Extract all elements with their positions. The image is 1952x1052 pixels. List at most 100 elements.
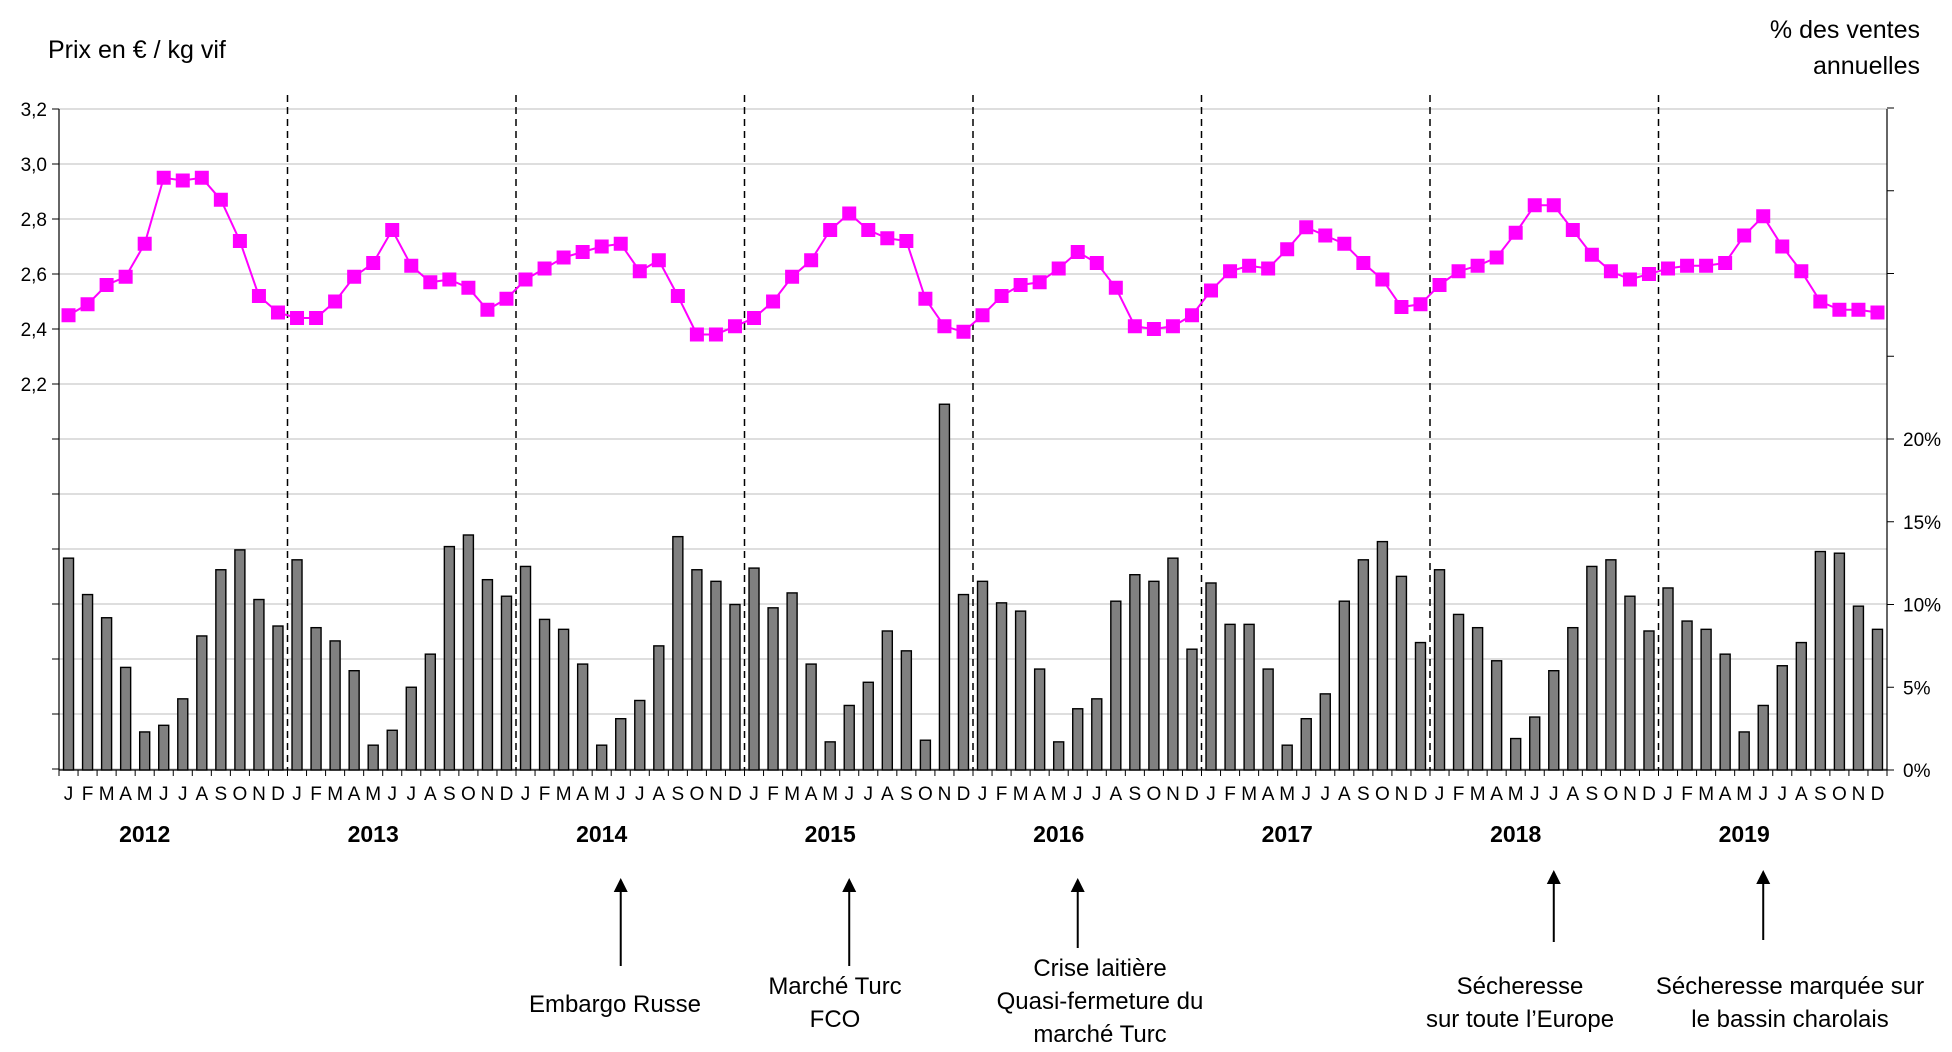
price-marker — [518, 272, 533, 287]
month-label: O — [1375, 784, 1390, 805]
annotation-secheresse-charolais: Sécheresse marquée sur le bassin charola… — [1655, 973, 1925, 1033]
bar — [595, 744, 608, 771]
bar — [1262, 668, 1274, 771]
bar — [634, 699, 646, 771]
month-label: O — [1832, 784, 1847, 805]
price-marker — [1127, 319, 1142, 334]
month-label: S — [1586, 784, 1599, 805]
price-marker — [1699, 258, 1714, 273]
bar — [119, 666, 132, 771]
bar — [881, 630, 894, 771]
month-label: J — [749, 784, 759, 805]
price-marker — [899, 234, 914, 248]
bar — [1205, 582, 1217, 771]
bar — [405, 686, 417, 771]
year-label: 2015 — [805, 821, 856, 847]
bar — [386, 729, 398, 771]
month-label: M — [99, 784, 115, 805]
price-marker — [1051, 261, 1066, 276]
price-marker — [1184, 308, 1199, 323]
right-tick-label: 5% — [1903, 678, 1931, 699]
price-marker — [1680, 258, 1695, 273]
axes — [52, 95, 1894, 776]
price-marker — [480, 302, 495, 317]
month-label: A — [805, 784, 818, 805]
price-marker — [1851, 302, 1866, 317]
month-label: M — [1698, 784, 1714, 805]
price-marker — [594, 239, 609, 254]
month-label: J — [1435, 784, 1445, 805]
price-marker — [1813, 294, 1828, 309]
price-marker — [270, 305, 285, 320]
month-label: M — [556, 784, 572, 805]
month-label: S — [1814, 784, 1827, 805]
bar — [1395, 575, 1408, 771]
month-label: M — [1508, 784, 1524, 805]
price-marker — [708, 327, 723, 342]
annotation-embargo: Embargo Russe — [528, 991, 702, 1018]
bar — [900, 650, 913, 771]
month-label: M — [1736, 784, 1752, 805]
bar — [824, 741, 836, 771]
bar — [1490, 660, 1503, 771]
price-marker — [1718, 256, 1733, 270]
tick-labels: 3,23,02,82,62,42,220%15%10%5%0%J F M A M J J A S… — [21, 100, 1942, 847]
price-marker — [213, 192, 228, 207]
bar — [1852, 605, 1865, 771]
month-label: A — [881, 784, 894, 805]
bar — [862, 681, 874, 771]
bar — [538, 618, 551, 771]
price-marker — [1394, 300, 1409, 314]
bar — [1681, 620, 1693, 771]
month-label: J — [159, 784, 169, 805]
month-label: A — [119, 784, 132, 805]
price-marker — [1603, 264, 1618, 279]
right-tick-label: 15% — [1903, 513, 1941, 534]
year-label: 2016 — [1033, 821, 1084, 847]
month-label: J — [978, 784, 988, 805]
price-marker — [1146, 322, 1161, 336]
month-label: N — [1852, 784, 1866, 805]
month-label: J — [616, 784, 626, 805]
price-marker — [461, 280, 476, 295]
bar — [1643, 630, 1655, 771]
annotation-secheresse-europe: Sécheresse sur toute l’Europe — [1425, 973, 1615, 1033]
month-label: F — [996, 784, 1008, 805]
month-label: S — [1129, 784, 1142, 805]
price-marker — [747, 311, 762, 325]
bar — [1014, 610, 1027, 771]
price-marker — [1870, 305, 1885, 320]
price-marker — [442, 272, 457, 287]
bar — [196, 635, 208, 771]
right-tick-label: 20% — [1903, 430, 1941, 451]
bar — [462, 534, 475, 771]
bar — [443, 545, 456, 771]
price-marker — [1070, 245, 1085, 259]
bar — [348, 670, 360, 771]
price-marker — [99, 278, 114, 292]
price-marker — [499, 291, 514, 306]
price-marker — [1661, 261, 1676, 276]
price-marker — [423, 275, 438, 290]
annotation-crise-laitiere: Crise laitière Quasi-fermeture du marché… — [996, 955, 1204, 1048]
bar — [1338, 600, 1351, 771]
price-marker — [1204, 283, 1219, 298]
price-marker — [956, 324, 971, 339]
price-marker — [1451, 264, 1466, 279]
price-marker — [1318, 228, 1333, 243]
bar — [1033, 668, 1046, 771]
bar — [729, 603, 741, 771]
month-label: F — [82, 784, 94, 805]
month-label: S — [1357, 784, 1370, 805]
price-marker — [309, 311, 324, 325]
month-label: N — [1166, 784, 1180, 805]
bar — [1757, 704, 1769, 771]
month-label: O — [1147, 784, 1162, 805]
price-marker — [1337, 236, 1352, 251]
left-tick-label: 2,2 — [21, 375, 47, 396]
month-label: D — [957, 784, 971, 805]
price-marker — [994, 289, 1009, 303]
month-label: D — [1642, 784, 1656, 805]
bar — [1148, 580, 1160, 771]
month-label: S — [900, 784, 913, 805]
